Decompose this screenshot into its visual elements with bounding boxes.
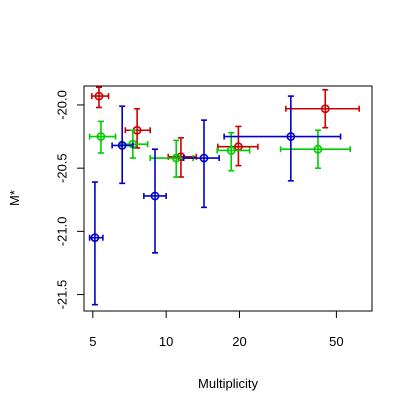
x-tick-label: 50 [329,334,343,349]
x-axis-title: Multiplicity [198,376,258,391]
x-tick-label: 20 [232,334,246,349]
y-tick-label: -20.5 [55,153,70,183]
data-point [320,104,330,114]
data-point [226,146,236,155]
data-point [176,152,186,162]
data-point [117,141,127,150]
data-marks [88,86,360,306]
x-tick-label: 10 [159,334,173,349]
data-point [90,233,100,243]
x-axis: 5 10 20 50 [89,311,344,349]
y-tick-label: -21.0 [55,217,70,247]
data-point [199,153,209,163]
plot-frame [83,85,373,312]
y-tick-label: -20.0 [55,90,70,120]
data-point [96,132,106,141]
data-point [286,132,296,141]
y-axis: -20.0 -20.5 -21.0 -21.5 [55,90,84,310]
data-point [150,191,160,201]
series [90,86,360,178]
data-point [171,153,181,163]
y-axis-title: M* [7,190,22,206]
data-point [94,91,104,101]
data-point [313,144,323,154]
y-tick-label: -21.5 [55,280,70,310]
x-tick-label: 5 [89,334,96,349]
series [88,95,342,306]
